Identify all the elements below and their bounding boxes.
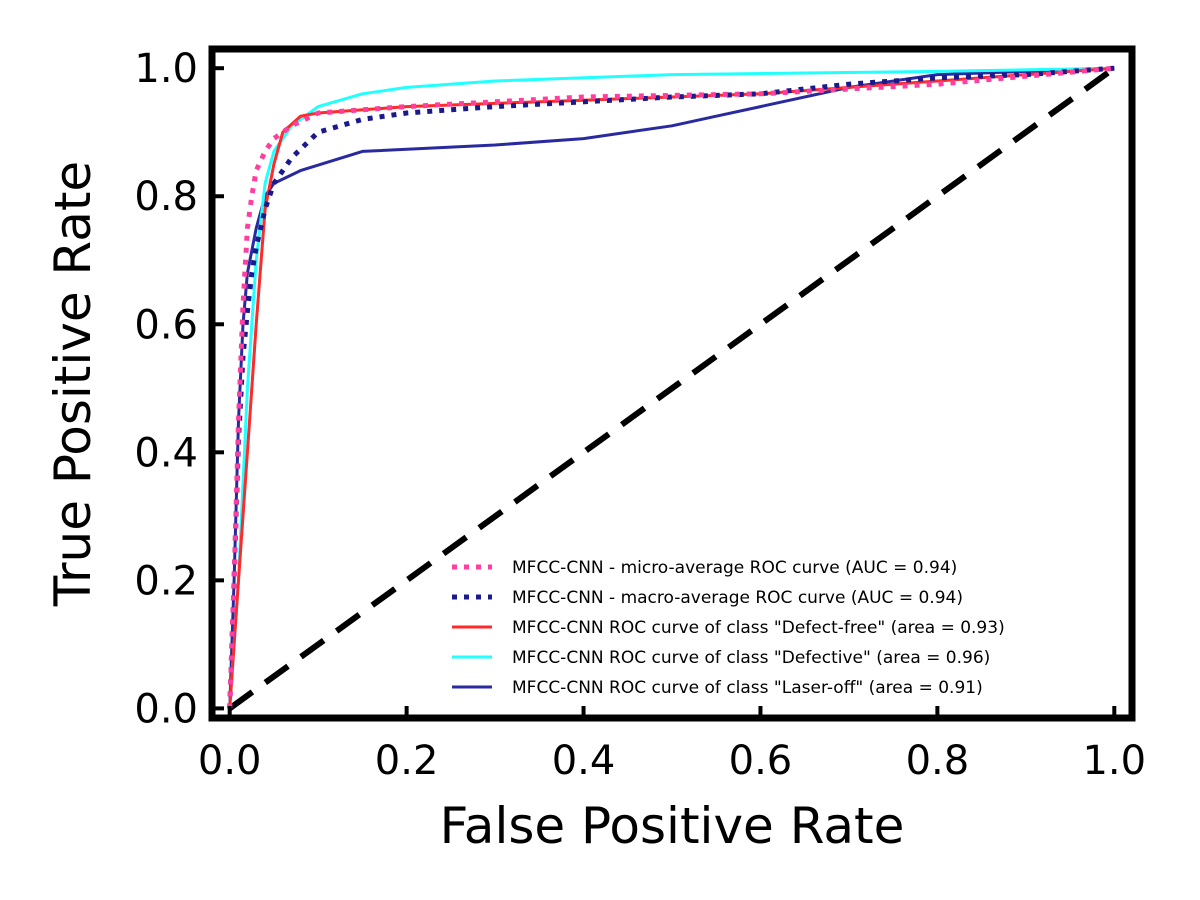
x-tick-label: 0.6 xyxy=(729,738,793,784)
x-axis-ticks: 0.0 0.2 0.4 0.6 0.8 1.0 xyxy=(198,706,1146,784)
legend-entry: MFCC-CNN - micro-average ROC curve (AUC … xyxy=(512,558,957,578)
roc-series-1 xyxy=(227,65,1115,709)
y-tick-label: 0.2 xyxy=(134,558,198,604)
x-axis-label: False Positive Rate xyxy=(440,797,905,855)
legend-entry: MFCC-CNN ROC curve of class "Defective" … xyxy=(512,648,990,668)
x-tick-label: 0.4 xyxy=(552,738,616,784)
legend: MFCC-CNN - micro-average ROC curve (AUC … xyxy=(452,558,1005,698)
y-tick-label: 0.6 xyxy=(134,302,198,348)
y-axis-label: True Positive Rate xyxy=(44,161,102,607)
curves-layer xyxy=(227,65,1117,711)
y-tick-label: 1.0 xyxy=(134,46,198,92)
legend-entry: MFCC-CNN ROC curve of class "Defect-free… xyxy=(512,618,1005,638)
chance-diagonal xyxy=(227,65,1117,711)
legend-entry: MFCC-CNN ROC curve of class "Laser-off" … xyxy=(512,678,983,698)
y-axis-ticks: 0.0 0.2 0.4 0.6 0.8 1.0 xyxy=(134,46,224,732)
y-tick-label: 0.8 xyxy=(134,174,198,220)
x-tick-label: 0.0 xyxy=(198,738,262,784)
y-tick-label: 0.4 xyxy=(134,430,198,476)
x-tick-label: 1.0 xyxy=(1082,738,1146,784)
x-tick-label: 0.2 xyxy=(375,738,439,784)
y-tick-label: 0.0 xyxy=(134,686,198,732)
x-tick-label: 0.8 xyxy=(906,738,970,784)
roc-series-0 xyxy=(227,65,1115,709)
legend-entry: MFCC-CNN - macro-average ROC curve (AUC … xyxy=(512,588,963,608)
plot-frame xyxy=(208,45,1136,722)
